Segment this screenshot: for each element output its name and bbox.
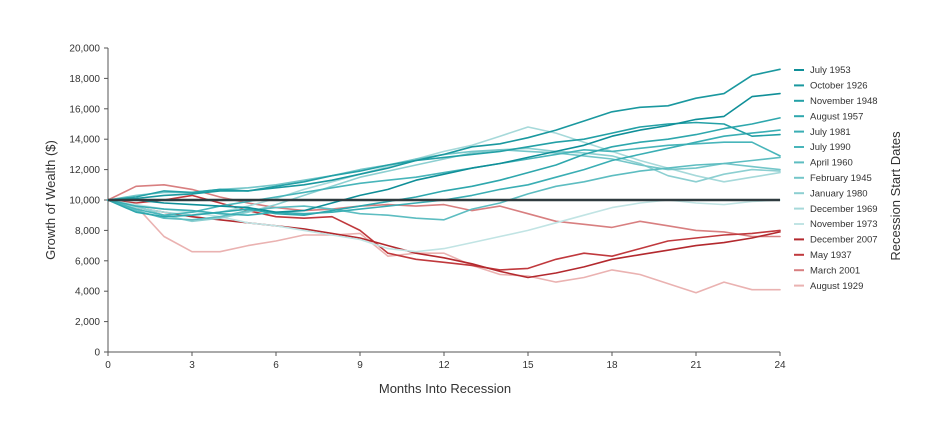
x-tick-label: 24 (774, 360, 786, 371)
legend-label: May 1937 (810, 250, 852, 261)
legend-title: Recession Start Dates (888, 131, 903, 261)
x-tick-label: 0 (105, 360, 111, 371)
legend-label: April 1960 (810, 158, 853, 169)
series-line-january-1980 (107, 147, 781, 223)
y-tick-label: 14,000 (69, 135, 100, 146)
legend-label: August 1929 (810, 281, 863, 292)
series-lines (107, 68, 781, 294)
y-tick-label: 16,000 (69, 104, 100, 115)
x-tick-label: 21 (690, 360, 702, 371)
legend-label: March 2001 (810, 265, 860, 276)
legend-label: January 1980 (810, 188, 868, 199)
series-line-august-1929 (107, 199, 781, 294)
legend-label: February 1945 (810, 173, 872, 184)
x-tick-label: 9 (357, 360, 363, 371)
y-tick-label: 6,000 (75, 256, 100, 267)
series-line-may-1937 (107, 194, 781, 271)
y-tick-label: 10,000 (69, 196, 100, 207)
legend-label: October 1926 (810, 81, 868, 92)
x-tick-label: 15 (522, 360, 534, 371)
y-tick-label: 12,000 (69, 165, 100, 176)
legend: July 1953 October 1926 November 1948 August… (794, 65, 878, 292)
x-tick-label: 3 (189, 360, 195, 371)
series-line-april-1960 (107, 156, 781, 221)
legend-label: November 1948 (810, 96, 878, 107)
legend-label: December 2007 (810, 235, 878, 246)
series-line-december-2007 (107, 199, 781, 279)
y-tick-label: 20,000 (69, 44, 100, 55)
y-tick-label: 4,000 (75, 287, 100, 298)
legend-label: August 1957 (810, 111, 863, 122)
y-axis-title: Growth of Wealth ($) (43, 140, 58, 260)
series-line-october-1926 (107, 68, 781, 201)
series-line-july-1953 (107, 92, 781, 213)
y-tick-label: 8,000 (75, 226, 100, 237)
x-axis: 0 3 6 9 12 15 18 21 24 (105, 351, 786, 371)
legend-label: July 1981 (810, 127, 851, 138)
x-tick-label: 6 (273, 360, 279, 371)
legend-label: July 1953 (810, 65, 851, 76)
y-axis: 0 2,000 4,000 6,000 8,000 10,000 12,000 14,000 1… (69, 44, 109, 359)
y-tick-label: 2,000 (75, 317, 100, 328)
x-tick-label: 18 (606, 360, 618, 371)
y-tick-label: 18,000 (69, 74, 100, 85)
series-line-august-1957 (107, 117, 781, 218)
series-line-march-2001 (107, 184, 781, 238)
x-axis-title: Months Into Recession (379, 381, 511, 396)
legend-label: July 1990 (810, 142, 851, 153)
legend-label: November 1973 (810, 219, 878, 230)
legend-label: December 1969 (810, 204, 878, 215)
y-tick-label: 0 (94, 348, 100, 359)
x-tick-label: 12 (438, 360, 450, 371)
series-line-november-1948 (107, 121, 781, 201)
